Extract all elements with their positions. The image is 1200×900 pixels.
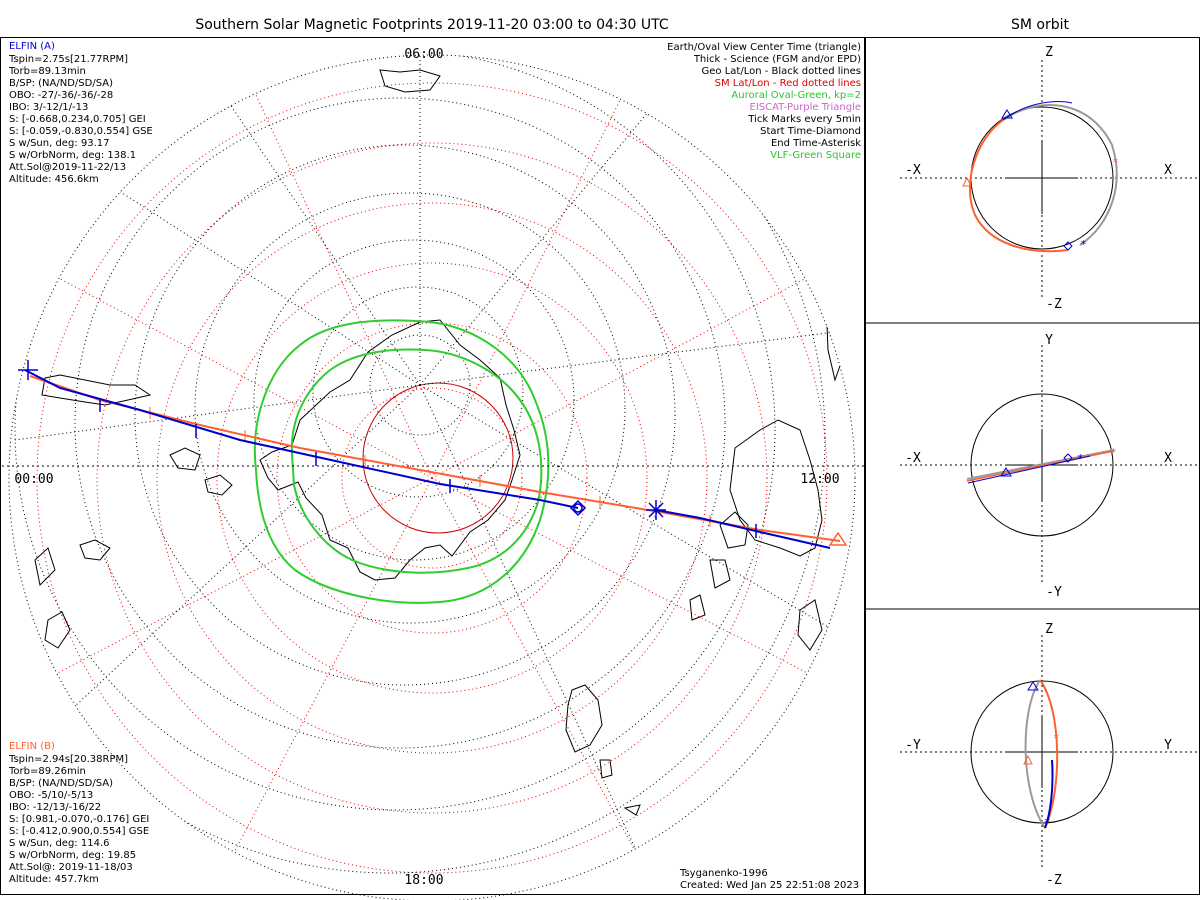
mlt-label-left: 00:00 [14, 472, 53, 487]
svg-text:*: * [1053, 732, 1060, 745]
info-line: S: [0.981,-0.070,-0.176] GEI [9, 814, 149, 825]
axis-label: Z [1045, 622, 1053, 637]
legend-item: EISCAT-Purple Triangle [750, 102, 862, 113]
axis-label: Y [1045, 333, 1053, 348]
info-line: Tspin=2.75s[21.77RPM] [8, 54, 128, 65]
axis-label: X [1164, 163, 1172, 178]
mlt-label-right: 12:00 [800, 472, 839, 487]
elfin-b-name: ELFIN (B) [9, 741, 55, 752]
elfin-a-info: ELFIN (A) Tspin=2.75s[21.77RPM]Torb=89.1… [8, 41, 153, 185]
info-line: S: [-0.412,0.900,0.554] GSE [9, 826, 149, 837]
mlt-label-top: 06:00 [404, 47, 443, 62]
info-line: S w/Sun, deg: 93.17 [9, 138, 109, 149]
sm-grid [24, 59, 841, 874]
info-line: IBO: 3/-12/1/-13 [9, 102, 88, 113]
map-frame [0, 37, 865, 895]
start-diamond-icon [569, 499, 587, 517]
info-line: Torb=89.13min [8, 66, 86, 77]
plot-title: Southern Solar Magnetic Footprints 2019-… [195, 17, 669, 33]
polar-map [9, 55, 851, 881]
legend-item: Thick - Science (FGM and/or EPD) [693, 54, 861, 65]
legend-item: End Time-Asterisk [771, 138, 861, 149]
elfin-b-track [29, 375, 848, 546]
axis-label: -Z [1046, 297, 1062, 312]
info-line: B/SP: (NA/ND/SD/SA) [9, 778, 113, 789]
info-line: Tspin=2.94s[20.38RPM] [8, 754, 128, 765]
axis-label: -Y [1046, 585, 1062, 600]
mlt-label-bottom: 18:00 [404, 873, 443, 888]
info-line: Altitude: 457.7km [9, 874, 99, 885]
auroral-oval [253, 319, 550, 604]
legend: Earth/Oval View Center Time (triangle)Th… [667, 42, 861, 161]
elfin-a-name: ELFIN (A) [9, 41, 55, 52]
info-line: Altitude: 456.6km [9, 174, 99, 185]
legend-item: Start Time-Diamond [760, 126, 861, 137]
orbit-title: SM orbit [1011, 17, 1070, 33]
info-line: Att.Sol@: 2019-11-18/03 [9, 862, 133, 873]
svg-text:*: * [1112, 156, 1119, 169]
svg-text:*: * [1110, 446, 1117, 459]
axis-label: -Y [905, 738, 921, 753]
orbit-panel-yz: * * Z -Z -Y Y [900, 622, 1200, 888]
model-label: Tsyganenko-1996 [679, 868, 768, 879]
orbit-panel-xz: * * Z -Z -X X [900, 45, 1200, 312]
elfin-b-info: ELFIN (B) Tspin=2.94s[20.38RPM]Torb=89.2… [8, 741, 149, 885]
elfin-a-track [18, 360, 831, 549]
orbit-panel-xy: * * Y -Y -X X [900, 333, 1200, 600]
created-label: Created: Wed Jan 25 22:51:08 2023 [680, 880, 859, 891]
legend-item: Tick Marks every 5min [747, 114, 861, 125]
legend-item: Geo Lat/Lon - Black dotted lines [702, 66, 861, 77]
svg-text:*: * [1080, 238, 1087, 251]
info-line: S w/OrbNorm, deg: 138.1 [9, 150, 136, 161]
end-asterisk-icon [646, 500, 666, 520]
axis-label: -Z [1046, 873, 1062, 888]
info-line: S w/Sun, deg: 114.6 [9, 838, 109, 849]
info-line: Torb=89.26min [8, 766, 86, 777]
info-line: S: [-0.668,0.234,0.705] GEI [9, 114, 146, 125]
info-line: S: [-0.059,-0.830,0.554] GSE [9, 126, 153, 137]
axis-label: -X [905, 163, 921, 178]
legend-item: SM Lat/Lon - Red dotted lines [715, 78, 861, 89]
legend-item: Auroral Oval-Green, kp=2 [731, 90, 861, 101]
info-line: B/SP: (NA/ND/SD/SA) [9, 78, 113, 89]
axis-label: X [1164, 451, 1172, 466]
axis-label: Y [1164, 738, 1172, 753]
legend-item: VLF-Green Square [770, 150, 861, 161]
axis-label: -X [905, 451, 921, 466]
info-line: Att.Sol@2019-11-22/13 [9, 162, 126, 173]
svg-text:*: * [1077, 452, 1084, 465]
svg-text:*: * [1044, 816, 1051, 829]
map-boundary [8, 54, 856, 900]
info-line: S w/OrbNorm, deg: 19.85 [9, 850, 136, 861]
info-line: OBO: -27/-36/-36/-28 [9, 90, 113, 101]
axis-label: Z [1045, 45, 1053, 60]
geo-grid [9, 55, 851, 881]
info-line: IBO: -12/13/-16/22 [9, 802, 101, 813]
legend-item: Earth/Oval View Center Time (triangle) [667, 42, 861, 53]
info-line: OBO: -5/10/-5/13 [9, 790, 93, 801]
coastlines [34, 69, 849, 816]
